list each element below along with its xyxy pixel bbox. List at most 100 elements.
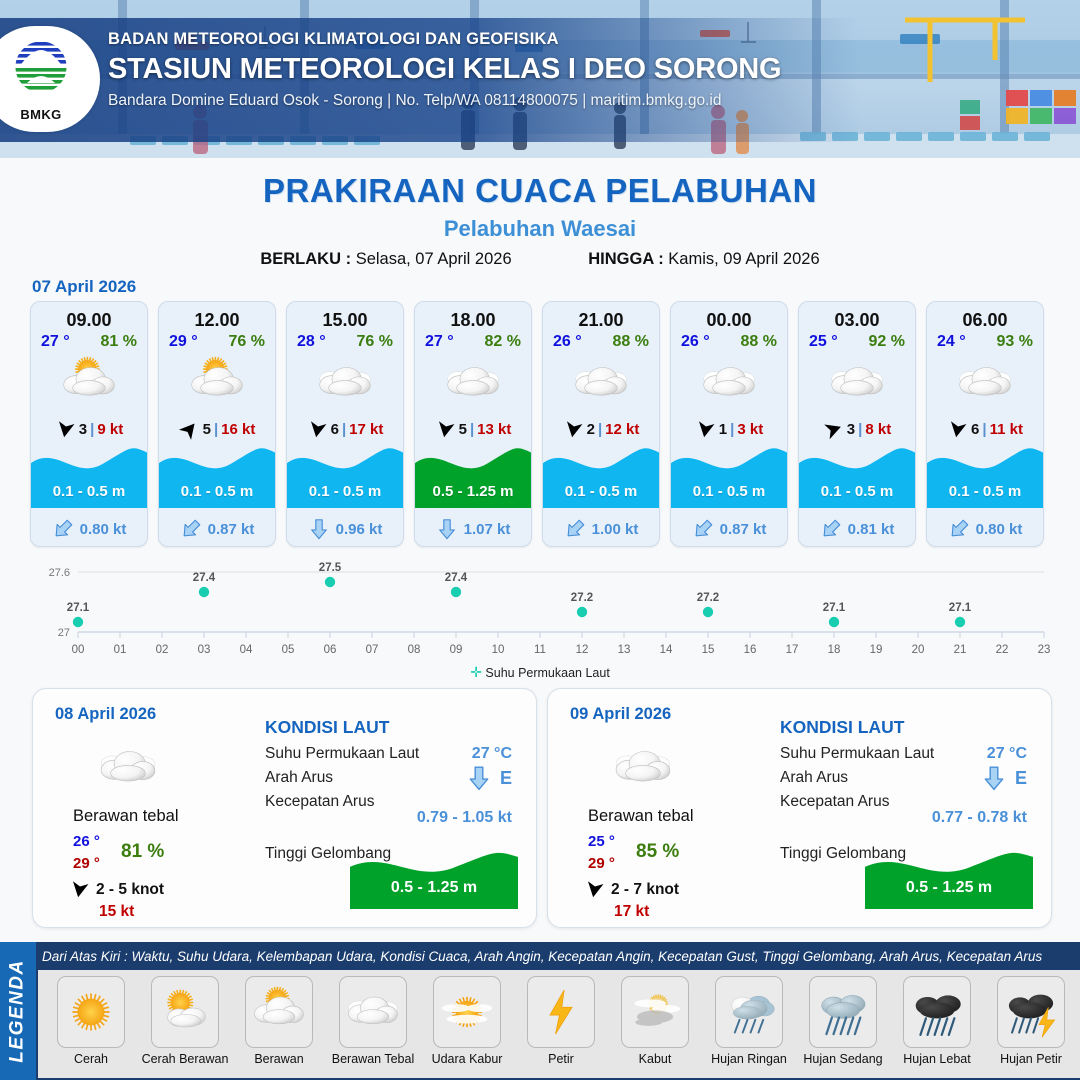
card-humidity: 88 %: [740, 333, 777, 350]
card-wave-wrap: 0.1 - 0.5 m: [159, 442, 275, 508]
legend-item-label: Berawan: [254, 1052, 304, 1066]
card-temp-humidity: 26 ° 88 %: [671, 331, 787, 351]
legend-item-label: Hujan Petir: [1000, 1052, 1062, 1066]
card-wind-row: 3 | 9 kt: [31, 419, 147, 440]
svg-text:10: 10: [492, 644, 505, 656]
panel-wave-wrap: 0.5 - 1.25 m: [350, 847, 518, 909]
hourly-forecast-card: 18.00 27 ° 82 % 5 |: [414, 301, 532, 547]
card-temp-humidity: 29 ° 76 %: [159, 331, 275, 351]
card-gust: 11 kt: [989, 421, 1023, 438]
svg-text:27.4: 27.4: [445, 572, 468, 584]
card-temperature: 27 °: [425, 333, 454, 350]
card-wave-height: 0.1 - 0.5 m: [948, 483, 1022, 500]
card-humidity: 81 %: [100, 333, 137, 350]
card-wave-height: 0.1 - 0.5 m: [692, 483, 766, 500]
card-wind-row: 3 | 8 kt: [799, 419, 915, 440]
panel-humidity: 85 %: [636, 841, 680, 862]
cloudy-icon: [615, 751, 671, 782]
legend-label: Suhu Permukaan Laut: [485, 666, 610, 680]
card-current-row: 1.07 kt: [415, 518, 531, 540]
current-direction-icon: [567, 519, 584, 537]
card-gust: 8 kt: [865, 421, 892, 438]
card-current-row: 0.87 kt: [671, 518, 787, 540]
svg-text:27.5: 27.5: [319, 562, 342, 574]
card-wave-height: 0.1 - 0.5 m: [52, 483, 126, 500]
svg-text:21: 21: [954, 644, 967, 656]
wind-direction-icon: [950, 421, 967, 438]
wind-direction-icon: [58, 421, 75, 438]
panel-wind-speed: 2 - 5 knot: [96, 880, 165, 898]
panel-wave-label: Tinggi Gelombang: [780, 845, 907, 862]
svg-text:17: 17: [786, 644, 799, 656]
card-weather-icon-wrap: [415, 353, 531, 413]
card-wave-height: 0.1 - 0.5 m: [308, 483, 382, 500]
svg-text:13: 13: [618, 644, 631, 656]
svg-text:27.2: 27.2: [571, 592, 593, 604]
bmkg-logo-text: BMKG: [20, 106, 62, 122]
svg-text:23: 23: [1038, 644, 1051, 656]
svg-text:19: 19: [870, 644, 883, 656]
legend-icon-box: [433, 976, 501, 1048]
card-temperature: 27 °: [41, 333, 70, 350]
hourly-forecast-row: 09.00 27 ° 81 % 3: [30, 301, 1054, 547]
card-weather-icon-wrap: [671, 353, 787, 413]
card-current-speed: 0.80 kt: [975, 520, 1023, 538]
card-time: 18.00: [450, 310, 496, 330]
panel-temp-min: 25 °: [588, 833, 615, 850]
card-wave-wrap: 0.5 - 1.25 m: [415, 442, 531, 508]
light-rain-icon: [731, 995, 775, 1034]
svg-text:06: 06: [324, 644, 337, 656]
wind-direction-icon: [438, 421, 455, 438]
panel-wave-label: Tinggi Gelombang: [265, 845, 392, 862]
card-current-speed: 0.96 kt: [335, 520, 383, 538]
legend-item-label: Hujan Lebat: [903, 1052, 971, 1066]
sst-chart: 27.6 27 00 01 02 03 04 05 06 07 08 09 10 11 12 13 14 15 16…: [24, 560, 1056, 680]
svg-text:09: 09: [450, 644, 463, 656]
svg-text:27.1: 27.1: [67, 602, 90, 614]
card-current-speed: 0.87 kt: [207, 520, 255, 538]
current-direction-icon: [469, 766, 489, 791]
card-wind-separator: |: [90, 421, 95, 438]
panel-wind-speed: 2 - 7 knot: [611, 880, 680, 898]
cloudy-icon: [447, 367, 499, 396]
card-humidity: 76 %: [356, 333, 393, 350]
cloudy-icon: [348, 996, 398, 1025]
panel-sst-value: 27 °C: [986, 745, 1027, 762]
card-wind-separator: |: [341, 421, 347, 438]
wave-height-graphic: [671, 448, 787, 508]
card-weather-icon-wrap: [799, 353, 915, 413]
hourly-forecast-card: 21.00 26 ° 88 % 2 |: [542, 301, 660, 547]
card-wind-speed: 5: [458, 421, 467, 438]
legend-icon-box: [527, 976, 595, 1048]
panel-current-dir-value: E: [499, 767, 512, 788]
valid-until-value: Kamis, 09 April 2026: [668, 250, 820, 268]
banner-text-scrim: [0, 18, 860, 142]
wave-height-graphic: [287, 448, 403, 508]
card-time: 03.00: [834, 310, 880, 330]
svg-text:04: 04: [240, 644, 253, 656]
cloudy-icon: [319, 367, 371, 396]
card-wave-height: 0.1 - 0.5 m: [820, 483, 894, 500]
legend-icon-box: [997, 976, 1065, 1048]
card-wave-wrap: 0.1 - 0.5 m: [927, 442, 1043, 508]
svg-text:27.2: 27.2: [697, 592, 719, 604]
panel-sst-label: Suhu Permukaan Laut: [780, 745, 935, 762]
wave-height-graphic: [927, 448, 1043, 508]
wave-height-graphic: [159, 448, 275, 508]
legend-item: Hujan Ringan: [702, 976, 796, 1066]
agency-name: BADAN METEOROLOGI KLIMATOLOGI DAN GEOFIS…: [108, 30, 559, 48]
wave-height-graphic: [31, 448, 147, 508]
card-humidity: 88 %: [612, 333, 649, 350]
fog-icon: [634, 994, 681, 1026]
panel-wave-height: 0.5 - 1.25 m: [390, 879, 478, 896]
legend-marker-icon: ✛: [470, 664, 482, 680]
card-wind-row: 5 | 13 kt: [415, 419, 531, 440]
card-weather-icon-wrap: [287, 353, 403, 413]
panel-current-speed-label: Kecepatan Arus: [780, 793, 890, 810]
sun-cloud-icon: [167, 989, 206, 1028]
card-current-row: 0.80 kt: [927, 518, 1043, 540]
hourly-forecast-card: 12.00 29 ° 76 % 5: [158, 301, 276, 547]
card-gust: 3 kt: [737, 421, 764, 438]
card-current-row: 0.87 kt: [159, 518, 275, 540]
wind-direction-icon: [72, 881, 89, 898]
